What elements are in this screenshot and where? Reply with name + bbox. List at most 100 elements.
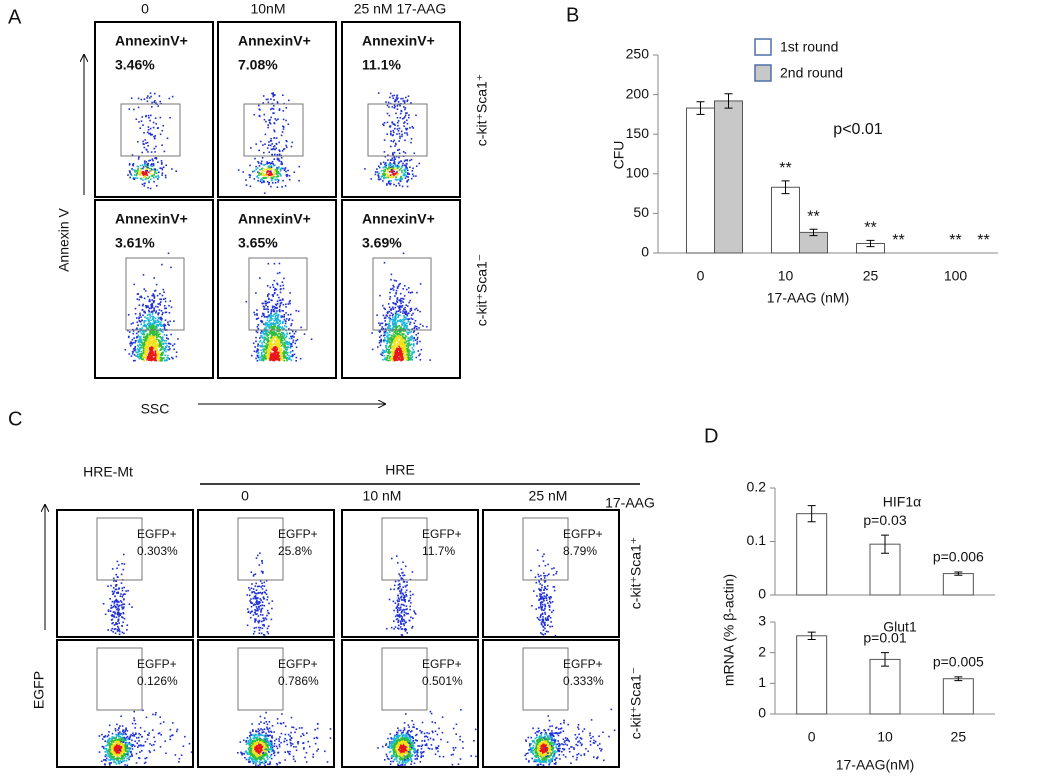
event-dot xyxy=(257,352,260,355)
event-dot xyxy=(257,161,259,163)
event-dot xyxy=(276,102,279,104)
event-dot xyxy=(133,108,135,111)
event-dot xyxy=(268,343,271,346)
event-dot xyxy=(261,179,264,181)
event-dot xyxy=(279,345,282,347)
event-dot xyxy=(270,309,273,311)
event-dot xyxy=(122,603,124,605)
event-dot xyxy=(160,330,163,333)
event-dot xyxy=(168,304,170,307)
event-dot xyxy=(125,747,127,750)
event-dot xyxy=(540,588,542,591)
event-dot xyxy=(148,181,150,184)
event-dot xyxy=(126,764,129,767)
event-dot xyxy=(291,319,294,322)
event-dot xyxy=(277,354,279,357)
event-dot xyxy=(131,168,133,170)
event-dot xyxy=(251,602,253,604)
event-dot xyxy=(109,740,112,742)
event-dot xyxy=(284,355,287,358)
event-dot xyxy=(142,342,144,344)
event-dot xyxy=(376,171,379,173)
event-dot xyxy=(122,752,125,754)
event-dot xyxy=(117,619,120,622)
event-dot xyxy=(161,338,164,341)
event-dot xyxy=(256,607,258,610)
event-dot xyxy=(383,151,386,153)
event-dot xyxy=(112,748,114,750)
event-dot xyxy=(172,722,174,724)
event-dot xyxy=(262,624,264,626)
event-dot xyxy=(283,314,286,316)
event-dot xyxy=(393,123,396,125)
event-dot xyxy=(263,151,265,154)
event-dot xyxy=(122,733,125,735)
event-dot xyxy=(396,128,399,130)
event-dot xyxy=(270,359,272,361)
event-dot xyxy=(190,751,193,753)
event-dot xyxy=(153,180,155,183)
event-dot xyxy=(155,340,158,343)
event-dot xyxy=(101,745,104,748)
event-dot xyxy=(123,737,126,739)
event-dot xyxy=(111,590,114,593)
event-dot xyxy=(382,327,385,330)
event-dot xyxy=(407,348,410,351)
event-dot xyxy=(149,317,152,319)
event-dot xyxy=(134,349,137,351)
event-dot xyxy=(154,170,156,173)
event-dot xyxy=(400,628,403,630)
event-dot xyxy=(120,740,123,743)
event-dot xyxy=(270,323,272,326)
event-dot xyxy=(249,594,251,597)
event-dot xyxy=(150,326,152,329)
event-dot xyxy=(277,118,279,120)
event-dot xyxy=(278,336,281,338)
event-dot xyxy=(399,340,402,342)
event-dot xyxy=(251,354,253,357)
event-dot xyxy=(395,336,398,339)
event-dot xyxy=(163,328,166,330)
event-dot xyxy=(161,294,164,297)
event-dot xyxy=(184,735,186,738)
event-dot xyxy=(399,306,401,308)
event-dot xyxy=(398,600,401,602)
event-dot xyxy=(261,627,264,630)
event-dot xyxy=(387,303,390,305)
event-dot xyxy=(288,337,291,340)
event-dot xyxy=(261,614,264,616)
event-dot xyxy=(160,310,163,312)
event-dot xyxy=(138,317,140,320)
event-dot xyxy=(394,314,397,316)
event-dot xyxy=(283,316,285,318)
event-dot xyxy=(267,294,269,296)
event-dot xyxy=(389,298,391,300)
event-dot xyxy=(382,173,384,176)
event-dot xyxy=(141,347,143,349)
event-dot xyxy=(106,735,109,738)
event-dot xyxy=(250,571,253,573)
event-dot xyxy=(263,330,265,333)
event-dot xyxy=(263,634,266,636)
event-dot xyxy=(145,327,148,329)
event-dot xyxy=(399,334,401,336)
event-dot xyxy=(398,616,401,618)
event-dot xyxy=(276,283,279,286)
event-dot xyxy=(379,340,381,342)
event-dot xyxy=(167,323,169,325)
event-dot xyxy=(397,621,399,623)
event-dot xyxy=(156,185,158,187)
event-dot xyxy=(270,354,273,356)
event-dot xyxy=(139,335,142,338)
event-dot xyxy=(389,296,392,298)
event-dot xyxy=(282,332,285,334)
event-dot xyxy=(109,748,112,751)
event-dot xyxy=(143,345,145,347)
event-dot xyxy=(292,341,294,344)
event-dot xyxy=(268,612,270,615)
event-dot xyxy=(263,308,265,310)
event-dot xyxy=(124,730,126,733)
event-dot xyxy=(144,337,147,340)
event-dot xyxy=(274,346,277,348)
event-dot xyxy=(270,322,272,324)
